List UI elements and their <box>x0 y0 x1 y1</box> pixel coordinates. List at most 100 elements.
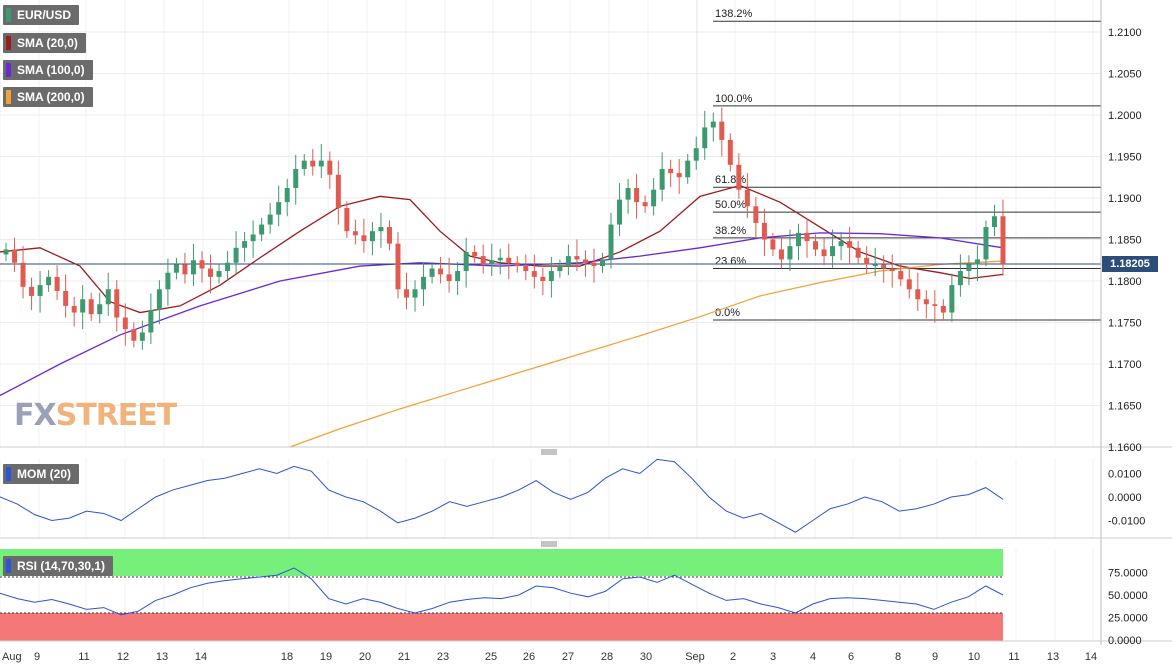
candle-body <box>386 227 392 244</box>
candle-body <box>659 168 665 190</box>
price-tick-label: 1.1750 <box>1108 318 1142 330</box>
candle-body <box>540 276 546 281</box>
legend-sma100[interactable]: SMA (100,0) <box>3 60 93 80</box>
candle-body <box>804 232 810 242</box>
candle-body <box>898 271 904 280</box>
candle-body <box>122 317 128 330</box>
legend-sma20[interactable]: SMA (20,0) <box>3 33 86 53</box>
candle-body <box>940 305 946 313</box>
candle-body <box>949 285 955 313</box>
candle-body <box>1000 216 1006 264</box>
candle-body <box>727 139 733 165</box>
candle-body <box>565 256 571 267</box>
candle-body <box>301 160 307 169</box>
candle-body <box>608 224 614 260</box>
candle-body <box>105 289 111 305</box>
legend-sma20-label: SMA (20,0) <box>17 36 78 50</box>
candle-body <box>906 279 912 290</box>
candle-body <box>20 262 26 287</box>
candle-body <box>276 202 282 215</box>
candle-body <box>719 121 725 140</box>
candle-body <box>693 148 699 161</box>
legend-mom-label: MOM (20) <box>17 467 71 481</box>
x-tick-label: 9 <box>34 651 40 663</box>
rsi-oversold-zone <box>0 613 1003 641</box>
fib-label: 138.2% <box>715 8 753 20</box>
legend-sma200-label: SMA (200,0) <box>17 90 85 104</box>
candle-body <box>310 160 316 167</box>
candle-body <box>531 271 537 277</box>
rsi-tick-label: 25.0000 <box>1108 613 1148 625</box>
legend-pair-swatch <box>6 8 11 22</box>
x-tick-label: 10 <box>968 651 980 663</box>
candle-body <box>421 276 427 290</box>
current-price-tag: 1.18205 <box>1102 256 1158 272</box>
legend-pair[interactable]: EUR/USD <box>3 5 80 25</box>
candle-body <box>830 246 836 257</box>
candle-body <box>651 189 657 207</box>
x-tick-label: 14 <box>195 651 207 663</box>
pane-separators[interactable] <box>541 449 557 547</box>
rsi-tick-label: 75.0000 <box>1108 568 1148 580</box>
candle-body <box>634 188 640 203</box>
price-tick-label: 1.1700 <box>1108 359 1142 371</box>
fib-label: 23.6% <box>715 256 746 268</box>
x-tick-label: 28 <box>601 651 613 663</box>
fibonacci-levels: 138.2% 100.0% 61.8% 50.0% 38.2% 23.6% 0.0% <box>713 8 1101 321</box>
candlesticks <box>3 107 1006 350</box>
legend-rsi-swatch <box>6 559 11 573</box>
candle-body <box>548 271 554 281</box>
x-tick-label: 12 <box>117 651 129 663</box>
candle-body <box>923 299 929 305</box>
legend-rsi[interactable]: RSI (14,70,30,1) <box>3 556 114 576</box>
candle-body <box>37 285 43 296</box>
x-tick-label: 26 <box>523 651 535 663</box>
fib-label: 61.8% <box>715 174 746 186</box>
candle-body <box>335 174 341 208</box>
candle-body <box>327 160 333 175</box>
candle-body <box>412 289 418 298</box>
candle-body <box>318 160 324 167</box>
candle-body <box>242 241 248 248</box>
price-tick-label: 1.2100 <box>1108 27 1142 39</box>
candle-body <box>472 251 478 257</box>
candle-body <box>489 260 495 265</box>
candle-body <box>250 234 256 242</box>
legend-mom-swatch <box>6 467 11 481</box>
candle-body <box>761 222 767 240</box>
legend-sma200[interactable]: SMA (200,0) <box>3 87 93 107</box>
x-tick-label: 27 <box>562 651 574 663</box>
candle-body <box>821 249 827 257</box>
fib-label: 0.0% <box>715 307 740 319</box>
candle-body <box>753 206 759 223</box>
price-tick-label: 1.2050 <box>1108 69 1142 81</box>
candle-body <box>506 257 512 263</box>
x-tick-label: 30 <box>640 651 652 663</box>
sma200-line <box>289 260 1004 448</box>
legend-mom[interactable]: MOM (20) <box>3 464 79 484</box>
candle-body <box>395 243 401 290</box>
candle-body <box>599 259 605 267</box>
mom-tick-label: 0.0100 <box>1108 469 1142 481</box>
x-tick-label: 21 <box>398 651 410 663</box>
candle-body <box>455 271 461 281</box>
candle-body <box>685 160 691 178</box>
candle-body <box>3 249 9 255</box>
price-tick-label: 1.1600 <box>1108 442 1142 454</box>
candle-body <box>216 271 222 277</box>
candle-body <box>344 207 350 232</box>
legend-sma20-swatch <box>6 36 11 50</box>
candle-body <box>957 271 963 286</box>
rsi-overbought-zone <box>0 549 1003 576</box>
candle-body <box>199 260 205 269</box>
fib-label: 100.0% <box>715 93 753 105</box>
candle-body <box>284 188 290 203</box>
x-tick-label: 6 <box>848 651 854 663</box>
candle-body <box>267 214 273 225</box>
candle-body <box>156 289 162 311</box>
price-tick-label: 1.1900 <box>1108 193 1142 205</box>
candle-body <box>369 231 375 242</box>
fib-label: 50.0% <box>715 199 746 211</box>
candle-body <box>966 264 972 272</box>
x-tick-label: 4 <box>810 651 816 663</box>
